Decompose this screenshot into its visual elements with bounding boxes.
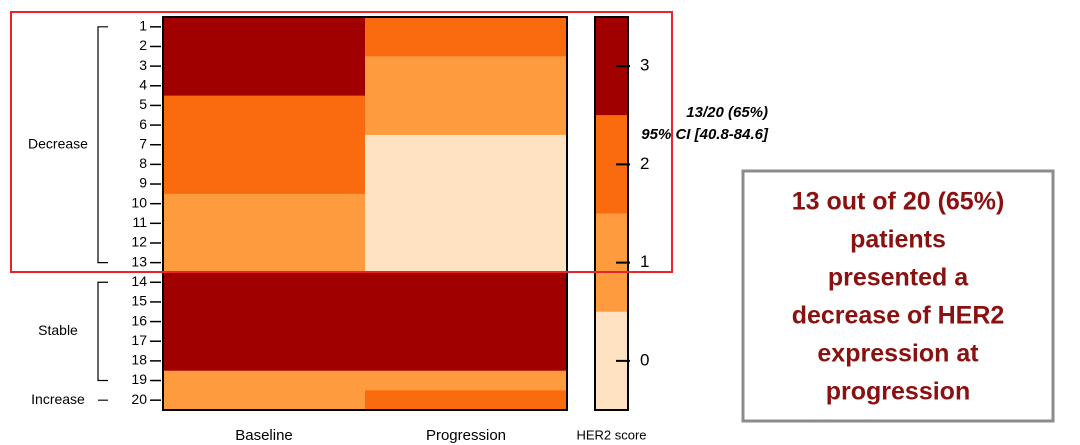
row-label: 13	[131, 253, 147, 269]
heatmap-cell	[365, 252, 568, 273]
heatmap-cell	[365, 292, 568, 313]
heatmap-cell	[163, 292, 366, 313]
row-label: 17	[131, 332, 147, 348]
heatmap-cell	[163, 134, 366, 156]
heatmap-cell	[365, 233, 568, 254]
callout-line: progression	[826, 378, 970, 406]
heatmap-cell	[365, 331, 568, 352]
heatmap-cell	[365, 272, 568, 293]
row-label: 1	[139, 18, 147, 34]
colorbar-frame	[594, 16, 629, 411]
heatmap-cell	[163, 174, 366, 195]
column-label: Progression	[426, 427, 506, 444]
row-label: 5	[139, 96, 147, 112]
heatmap-cell	[365, 75, 568, 97]
heatmap-cell	[163, 213, 366, 234]
row-label: 15	[131, 293, 147, 309]
heatmap-cell	[163, 36, 366, 57]
row-label: 14	[131, 273, 147, 289]
heatmap-cell	[163, 272, 366, 293]
row-label: 8	[139, 155, 147, 171]
callout-line: presented a	[828, 264, 969, 292]
row-label: 11	[132, 214, 147, 230]
heatmap-cell	[365, 213, 568, 234]
row-label: 12	[131, 234, 147, 250]
colorbar-tick-label: 3	[640, 56, 649, 75]
heatmap-cell	[365, 193, 568, 214]
group-label: Decrease	[28, 135, 88, 151]
heatmap-cell	[163, 390, 366, 411]
heatmap-frame	[162, 16, 568, 411]
heatmap-cell	[365, 36, 568, 57]
colorbar-tick-label: 1	[640, 252, 649, 271]
row-label: 9	[139, 175, 147, 191]
row-label: 20	[131, 391, 147, 407]
heatmap-cell	[365, 351, 568, 372]
callout-line: patients	[850, 226, 946, 254]
heatmap-cell	[163, 311, 366, 332]
heatmap-cell	[365, 115, 568, 136]
row-label: 2	[139, 37, 147, 53]
callout-line: expression at	[817, 340, 979, 368]
heatmap-cell	[163, 193, 366, 214]
heatmap-cell	[163, 95, 366, 116]
heatmap-cell	[365, 17, 568, 38]
callout-line: decrease of HER2	[792, 302, 1005, 330]
annotation: 95% CI [40.8-84.6]	[641, 126, 769, 143]
row-label: 16	[131, 312, 147, 328]
heatmap-cell	[365, 390, 568, 411]
colorbar-tick-label: 2	[640, 154, 649, 173]
heatmap-cell	[365, 174, 568, 195]
callout-line: 13 out of 20 (65%)	[792, 188, 1005, 216]
heatmap-cell	[365, 311, 568, 332]
heatmap-cell	[365, 154, 568, 175]
heatmap-cell	[365, 56, 568, 77]
heatmap-cell	[163, 115, 366, 136]
group-bracket	[97, 281, 108, 382]
heatmap-cell	[365, 95, 568, 116]
heatmap-cell	[163, 351, 366, 372]
heatmap-cell	[163, 252, 366, 273]
row-label: 19	[131, 371, 147, 387]
heatmap-cell	[365, 134, 568, 156]
heatmap-cell	[163, 17, 366, 38]
annotation: 13/20 (65%)	[686, 104, 768, 121]
row-label: 6	[139, 116, 147, 132]
row-label: 4	[139, 76, 147, 92]
heatmap-cell	[163, 331, 366, 352]
heatmap-cell	[163, 370, 366, 391]
row-label: 10	[131, 194, 147, 210]
colorbar-tick-label: 0	[640, 350, 649, 369]
heatmap-cell	[163, 154, 366, 175]
highlight-box	[10, 11, 673, 273]
row-label: 7	[139, 135, 147, 151]
group-label: Stable	[38, 322, 78, 338]
heatmap-cell	[365, 370, 568, 391]
heatmap-cell	[163, 75, 366, 97]
heatmap-cell	[163, 56, 366, 77]
group-label: Increase	[31, 391, 85, 407]
row-label: 3	[139, 57, 147, 73]
callout-box	[741, 169, 1055, 423]
row-label: 18	[131, 352, 147, 368]
group-bracket	[97, 26, 108, 264]
heatmap-cell	[163, 233, 366, 254]
column-label: Baseline	[235, 427, 293, 444]
colorbar-label: HER2 score	[576, 427, 646, 442]
